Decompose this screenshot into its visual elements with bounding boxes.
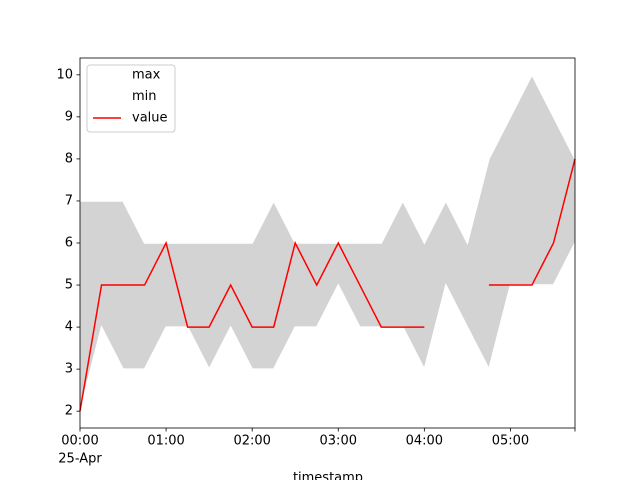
x-tick-label: 01:00 — [147, 434, 184, 449]
x-tick-label: 05:00 — [492, 434, 529, 449]
legend-label: min — [132, 89, 157, 104]
y-tick-label: 5 — [65, 278, 73, 293]
x-date-label: 25-Apr — [58, 452, 102, 467]
y-tick-label: 2 — [65, 404, 73, 419]
y-tick-label: 10 — [56, 67, 73, 82]
y-tick-label: 9 — [65, 109, 73, 124]
legend-label: max — [132, 68, 161, 83]
legend-box — [86, 64, 176, 133]
x-tick-label: 00:00 — [61, 434, 98, 449]
line-min — [79, 242, 576, 412]
x-tick-label: 02:00 — [233, 434, 270, 449]
y-tick-label: 7 — [65, 193, 73, 208]
y-tick-label: 8 — [65, 151, 73, 166]
y-tick-label: 4 — [65, 320, 73, 335]
y-tick-label: 3 — [65, 362, 73, 377]
x-tick-label: 04:00 — [406, 434, 443, 449]
line-max — [80, 73, 576, 246]
y-tick-label: 6 — [65, 236, 73, 251]
x-tick-label: 03:00 — [320, 434, 357, 449]
x-axis-label: timestamp — [293, 471, 363, 480]
legend-label: value — [132, 111, 168, 126]
line-value — [79, 158, 576, 412]
